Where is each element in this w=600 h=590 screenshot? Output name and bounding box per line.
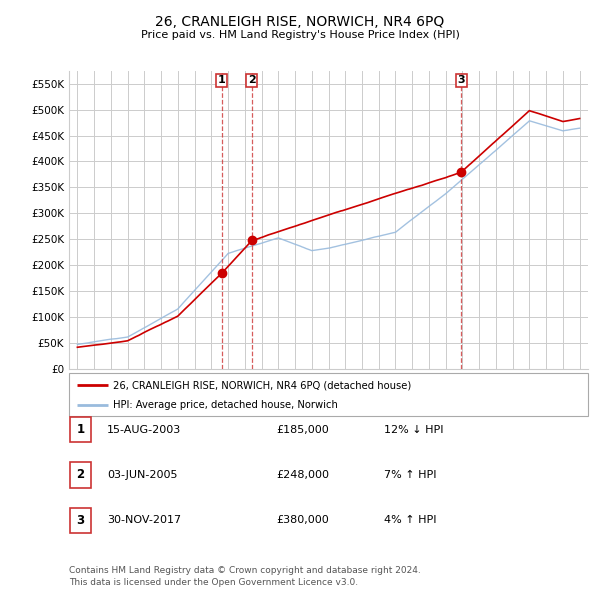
Text: Price paid vs. HM Land Registry's House Price Index (HPI): Price paid vs. HM Land Registry's House …: [140, 30, 460, 40]
Text: £380,000: £380,000: [276, 516, 329, 525]
Text: 15-AUG-2003: 15-AUG-2003: [107, 425, 181, 434]
Text: 1: 1: [76, 423, 85, 436]
Text: 30-NOV-2017: 30-NOV-2017: [107, 516, 181, 525]
Text: Contains HM Land Registry data © Crown copyright and database right 2024.
This d: Contains HM Land Registry data © Crown c…: [69, 566, 421, 587]
Text: 26, CRANLEIGH RISE, NORWICH, NR4 6PQ (detached house): 26, CRANLEIGH RISE, NORWICH, NR4 6PQ (de…: [113, 381, 412, 391]
Text: 2: 2: [248, 76, 256, 86]
Text: 3: 3: [76, 514, 85, 527]
Text: £185,000: £185,000: [276, 425, 329, 434]
Text: 4% ↑ HPI: 4% ↑ HPI: [384, 516, 437, 525]
Text: 7% ↑ HPI: 7% ↑ HPI: [384, 470, 437, 480]
Text: £248,000: £248,000: [276, 470, 329, 480]
Text: 12% ↓ HPI: 12% ↓ HPI: [384, 425, 443, 434]
Text: 03-JUN-2005: 03-JUN-2005: [107, 470, 178, 480]
Text: HPI: Average price, detached house, Norwich: HPI: Average price, detached house, Norw…: [113, 401, 338, 410]
Text: 3: 3: [457, 76, 465, 86]
Text: 1: 1: [218, 76, 226, 86]
Text: 26, CRANLEIGH RISE, NORWICH, NR4 6PQ: 26, CRANLEIGH RISE, NORWICH, NR4 6PQ: [155, 15, 445, 29]
Text: 2: 2: [76, 468, 85, 481]
